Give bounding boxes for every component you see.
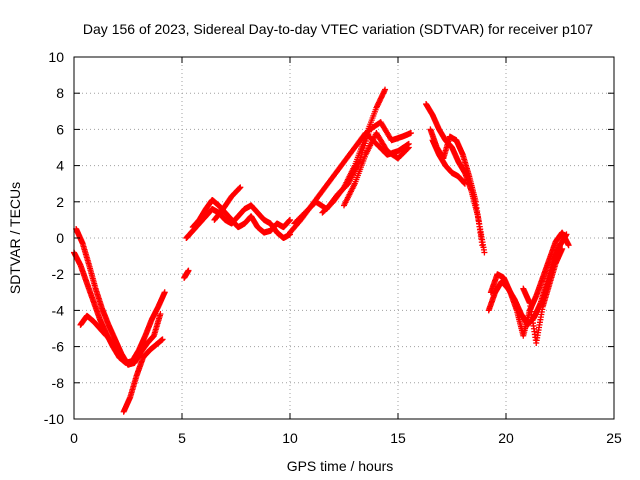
plus-marker [237,184,244,191]
x-tick-label: 0 [70,430,78,446]
series-trace-g [211,184,244,223]
x-tick-label: 5 [178,430,186,446]
y-axis-label: SDTVAR / TECUs [7,182,23,294]
plus-marker [159,336,166,343]
y-tick-label: 4 [56,158,64,174]
plus-marker [565,242,572,249]
plus-marker [405,144,412,151]
plus-marker [461,180,468,187]
series-trace-f [189,196,293,236]
plus-marker [157,311,164,318]
plus-marker [103,332,110,339]
grid-lines [74,57,614,419]
series-trace-h [181,267,192,281]
series-trace-b [73,225,164,368]
plus-marker [559,245,566,252]
y-tick-label: -4 [52,302,65,318]
plus-marker [481,249,488,256]
plus-marker [287,216,293,223]
series-trace-q [487,229,572,339]
y-tick-label: 2 [56,194,64,210]
series-trace-k [319,86,389,216]
y-tick-label: 6 [56,121,64,137]
y-tick-label: -6 [52,339,65,355]
plus-marker [185,267,192,274]
series-trace-o [429,137,468,187]
x-tick-labels: 0 5 10 15 20 25 [70,430,622,446]
x-tick-label: 25 [606,430,622,446]
y-tick-labels: -10 -8 -6 -4 -2 0 2 4 6 8 10 [44,49,64,427]
y-tick-label: -8 [52,375,65,391]
plus-marker [407,130,414,137]
y-tick-label: -10 [44,411,64,427]
series-trace-l [341,130,412,209]
plus-marker [382,86,389,93]
series-trace-e [183,202,293,241]
y-tick-label: 10 [48,49,64,65]
x-tick-label: 20 [498,430,514,446]
plus-marker [479,242,486,249]
series-trace-r [520,245,566,346]
series-trace-m [423,101,488,256]
series-trace-c [77,312,110,339]
series-trace-d [120,336,166,415]
x-tick-label: 15 [390,430,406,446]
plus-marker [405,145,412,152]
chart-title: Day 156 of 2023, Sidereal Day-to-day VTE… [83,21,593,37]
axis-ticks [73,56,615,420]
x-axis-label: GPS time / hours [287,458,394,474]
data-marks [71,86,572,415]
y-tick-label: 8 [56,85,64,101]
plus-marker [161,289,168,296]
y-tick-label: -2 [52,266,65,282]
x-tick-label: 10 [282,430,298,446]
y-tick-label: 0 [56,230,64,246]
